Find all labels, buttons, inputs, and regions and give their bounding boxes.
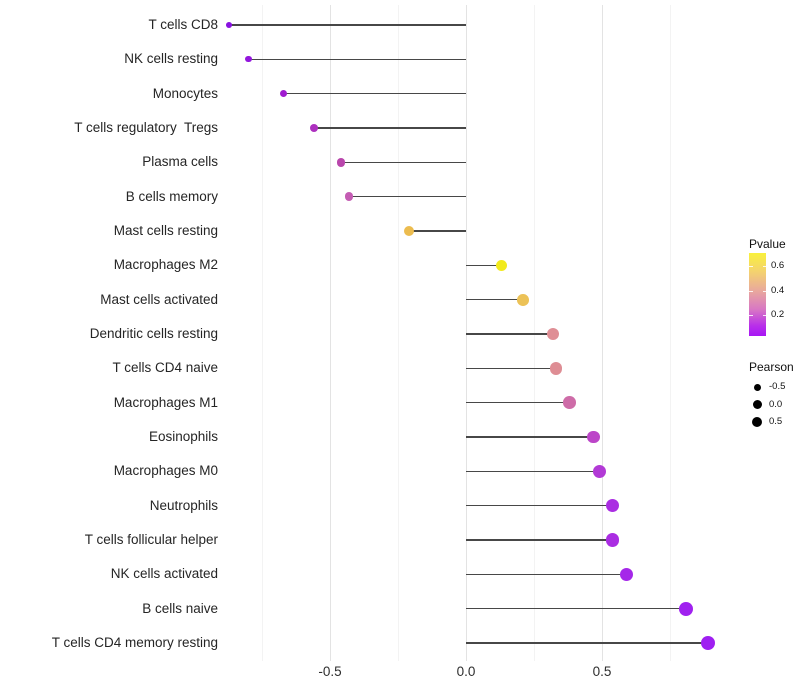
colorbar-tick-mark [749, 265, 753, 267]
lollipop-segment [466, 470, 600, 473]
x-axis-tick-label: -0.5 [318, 664, 342, 679]
y-axis-label: Eosinophils [148, 428, 218, 444]
y-axis-label: Monocytes [152, 85, 218, 101]
x-axis-tick-label: 0.5 [592, 664, 612, 679]
plot-panel [206, 5, 732, 661]
y-axis-label: Dendritic cells resting [89, 325, 218, 341]
lollipop-dot [549, 362, 562, 375]
pearson-legend-title: Pearson [749, 360, 794, 374]
gridline-major [465, 5, 467, 661]
lollipop-dot [344, 192, 354, 202]
lollipop-dot [309, 123, 318, 132]
y-axis-label: NK cells activated [110, 566, 218, 582]
lollipop-segment [466, 607, 687, 610]
y-axis-label: Macrophages M2 [113, 257, 218, 273]
y-axis-label: T cells regulatory Tregs [74, 119, 218, 135]
y-axis-label: Plasma cells [142, 154, 218, 170]
lollipop-dot [403, 226, 414, 236]
lollipop-dot [700, 635, 716, 651]
colorbar-tick-mark [749, 290, 753, 292]
pvalue-legend-title: Pvalue [749, 237, 786, 251]
lollipop-segment [466, 436, 594, 438]
lollipop-segment [408, 230, 466, 232]
lollipop-dot [495, 259, 508, 272]
y-axis-label: Neutrophils [149, 497, 218, 513]
lollipop-segment [248, 58, 466, 61]
lollipop-dot [619, 567, 634, 581]
gridline-minor [397, 5, 399, 661]
lollipop-dot [336, 158, 346, 167]
lollipop-dot [679, 601, 694, 616]
gridline-minor [533, 5, 535, 661]
colorbar-tick-mark [762, 290, 766, 292]
lollipop-segment [229, 24, 466, 26]
y-axis-label: Macrophages M0 [113, 463, 218, 479]
y-axis-label: Macrophages M1 [113, 394, 218, 410]
y-axis-label: Mast cells activated [100, 291, 218, 307]
pearson-size-dot [751, 416, 763, 428]
lollipop-segment [466, 504, 613, 507]
pearson-size-dot [753, 383, 761, 391]
pearson-size-label: -0.5 [769, 381, 786, 392]
gridline-major [601, 5, 603, 661]
colorbar-tick-label: 0.2 [771, 309, 785, 320]
y-axis-label: T cells CD4 naive [112, 360, 218, 376]
lollipop-segment [466, 539, 613, 541]
colorbar-tick-mark [749, 314, 753, 316]
y-axis-label: NK cells resting [124, 51, 218, 67]
y-axis-label: B cells naive [142, 600, 218, 616]
lollipop-segment [313, 127, 466, 129]
lollipop-segment [283, 92, 466, 95]
pearson-size-dot [752, 400, 762, 409]
lollipop-dot [517, 293, 530, 306]
colorbar-tick-label: 0.4 [771, 285, 785, 296]
pearson-size-label: 0.0 [769, 398, 783, 410]
gridline-minor [669, 5, 671, 661]
lollipop-dot [546, 327, 560, 341]
y-axis-label: T cells CD8 [148, 17, 218, 32]
gridline-major [329, 5, 331, 661]
lollipop-dot [606, 533, 620, 547]
lollipop-segment [466, 401, 570, 404]
lollipop-segment [466, 333, 554, 335]
lollipop-segment [340, 161, 466, 164]
x-axis-tick-label: 0.0 [456, 664, 476, 679]
y-axis-label: T cells CD4 memory resting [51, 634, 218, 650]
pearson-size-label: 0.5 [769, 416, 783, 427]
lollipop-dot [587, 430, 601, 444]
colorbar-tick-label: 0.6 [771, 260, 785, 272]
lollipop-segment [466, 642, 709, 644]
colorbar-tick-mark [762, 265, 766, 267]
gridline-minor [261, 5, 263, 661]
y-axis-label: B cells memory [125, 188, 218, 204]
lollipop-dot [245, 56, 252, 63]
lollipop-dot [563, 396, 576, 409]
lollipop-segment [466, 264, 502, 267]
lollipop-segment [466, 573, 627, 576]
lollipop-segment [349, 195, 466, 198]
lollipop-segment [466, 298, 524, 301]
lollipop-segment [466, 367, 556, 370]
lollipop-dot [592, 464, 606, 478]
lollipop-dot [226, 22, 233, 28]
pvalue-colorbar-gradient [749, 253, 766, 336]
colorbar-tick-mark [762, 314, 766, 316]
y-axis-label: Mast cells resting [113, 222, 218, 238]
lollipop-dot [606, 499, 620, 513]
y-axis-label: T cells follicular helper [84, 531, 218, 547]
lollipop-dot [280, 90, 288, 98]
